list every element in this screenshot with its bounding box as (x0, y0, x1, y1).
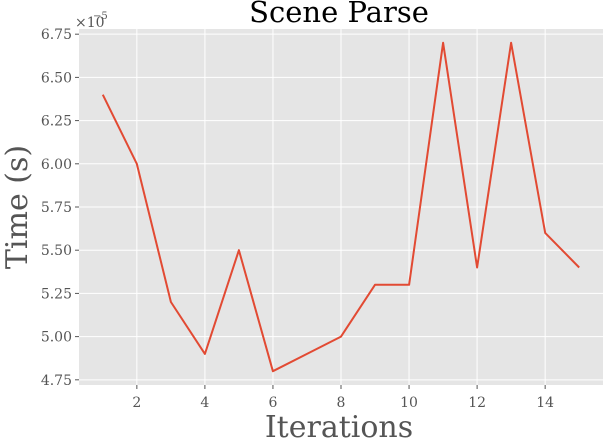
y-scale-exponent: ×10 −5 (75, 11, 108, 31)
series-line (101, 41, 580, 373)
chart-title: Scene Parse (249, 0, 429, 29)
y-tick-label: 6.25 (41, 114, 72, 130)
y-scale-factor: ×10 (75, 15, 105, 31)
y-tick-label: 5.25 (41, 286, 72, 302)
x-tick-label: 2 (132, 395, 141, 411)
x-tick-label: 6 (268, 395, 277, 411)
x-tick-label: 4 (200, 395, 209, 411)
y-tick-label: 6.75 (41, 27, 72, 43)
y-tick-label: 5.00 (41, 330, 72, 346)
y-axis-label: Time (s) (0, 145, 35, 269)
y-tick-label: 4.75 (41, 373, 72, 389)
x-tick-label: 8 (337, 395, 346, 411)
y-tick-label: 6.00 (41, 157, 72, 173)
series (101, 41, 580, 373)
x-tick-label: 14 (536, 395, 554, 411)
ticks: 2 4 6 8 10 12 14 4.75 5.00 5.25 5.50 5.75 6.00 6.25 6.… (41, 27, 554, 411)
y-tick-label: 5.75 (41, 200, 72, 216)
x-tick-label: 10 (400, 395, 418, 411)
x-axis-label: Iterations (265, 410, 413, 444)
y-tick-label: 5.50 (41, 243, 72, 259)
y-scale-power: −5 (93, 11, 108, 22)
grid (79, 29, 603, 385)
y-tick-label: 6.50 (41, 70, 72, 86)
x-tick-label: 12 (468, 395, 486, 411)
